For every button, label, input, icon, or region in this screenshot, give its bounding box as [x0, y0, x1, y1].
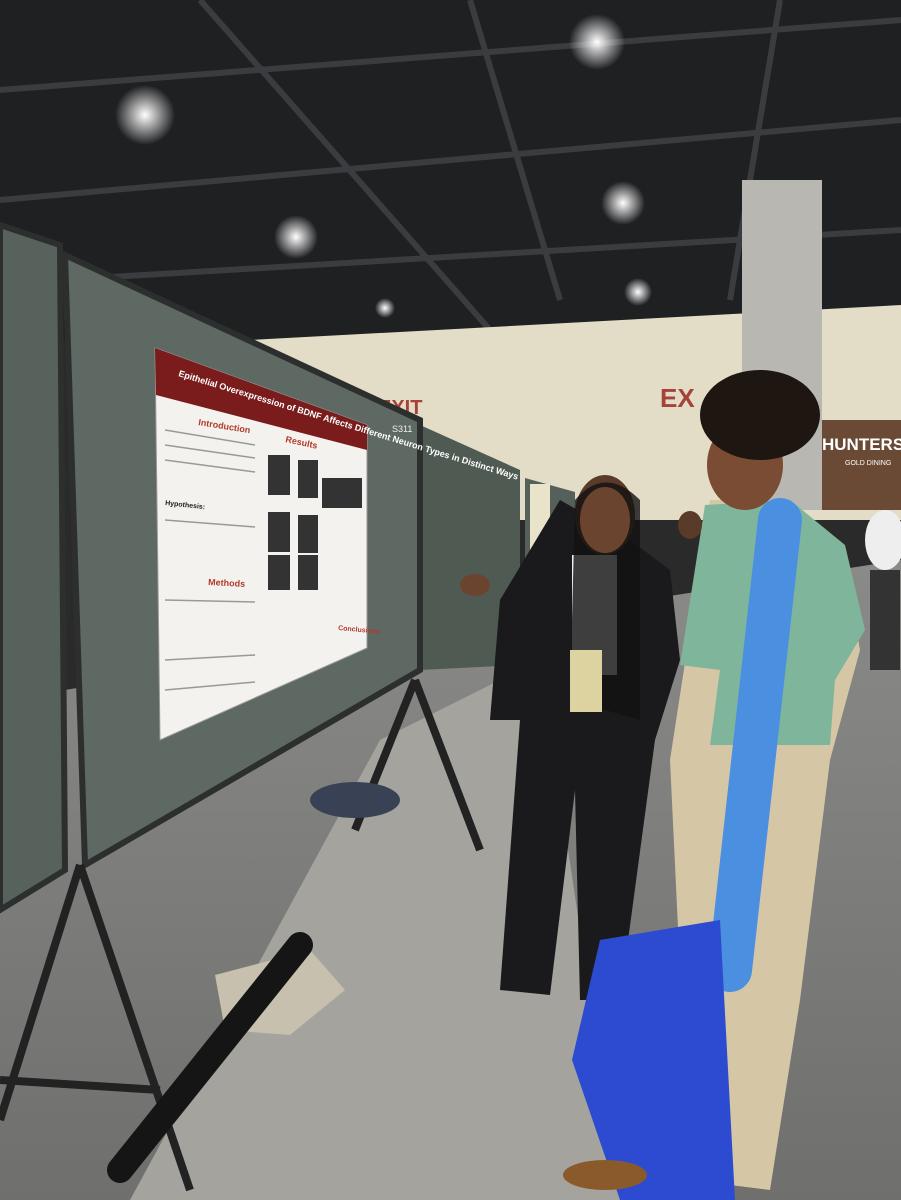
poster-section: Methods [208, 577, 245, 589]
board-number: S311 [392, 424, 412, 434]
poster-section: Conclusions [338, 625, 381, 636]
shoe [563, 1160, 647, 1190]
poster-figures [268, 455, 362, 590]
exit-sign: EX [660, 383, 695, 413]
restaurant-sign [812, 420, 901, 510]
poster-tube [708, 498, 802, 992]
aisle [130, 660, 620, 1200]
poster-header [155, 348, 367, 450]
poster-text-lines [164, 429, 256, 691]
crowd [678, 510, 901, 670]
restaurant-name: HUNTERS [822, 435, 901, 454]
bag [310, 782, 400, 818]
poster-board [420, 425, 520, 670]
poster-section: Hypothesis: [165, 500, 206, 511]
presenter [460, 475, 680, 1000]
tote-bag [572, 920, 735, 1200]
student [563, 370, 865, 1200]
ceiling-lights [115, 14, 652, 318]
restaurant-subtitle: GOLD DINING [845, 460, 891, 467]
poster-board [0, 221, 69, 914]
poster-tube [107, 932, 313, 1183]
ceiling-beams [0, 0, 901, 332]
